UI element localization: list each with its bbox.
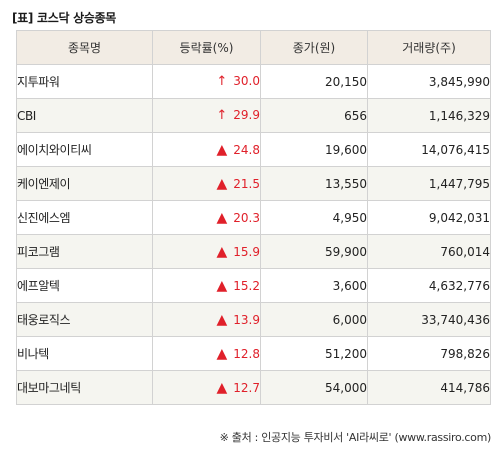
close-price: 6,000 xyxy=(260,302,368,337)
table-header-row: 종목명 등락률(%) 종가(원) 거래량(주) xyxy=(16,30,491,65)
change-value: 29.9 xyxy=(233,108,260,122)
table-row: CBI ↑ 29.9 656 1,146,329 xyxy=(16,98,491,133)
up-triangle-icon: ▲ xyxy=(216,243,228,260)
stock-name: 케이엔제이 xyxy=(16,166,153,201)
change-cell: ↑ 29.9 xyxy=(152,98,261,133)
volume: 9,042,031 xyxy=(367,200,491,235)
table-row: 에프알텍 ▲ 15.2 3,600 4,632,776 xyxy=(16,268,491,303)
stock-name: 비나텍 xyxy=(16,336,153,371)
header-close: 종가(원) xyxy=(260,30,368,65)
close-price: 13,550 xyxy=(260,166,368,201)
up-triangle-icon: ▲ xyxy=(216,141,228,158)
stock-name: 에이치와이티씨 xyxy=(16,132,153,167)
stock-name: 피코그램 xyxy=(16,234,153,269)
up-arrow-icon: ↑ xyxy=(216,74,228,89)
change-value: 15.9 xyxy=(233,244,260,259)
close-price: 19,600 xyxy=(260,132,368,167)
stock-name: CBI xyxy=(16,98,153,133)
up-triangle-icon: ▲ xyxy=(216,175,228,192)
stock-name: 신진에스엠 xyxy=(16,200,153,235)
table-row: 신진에스엠 ▲ 20.3 4,950 9,042,031 xyxy=(16,200,491,235)
table-title: [표] 코스닥 상승종목 xyxy=(12,11,117,25)
change-value: 12.8 xyxy=(233,346,260,361)
up-triangle-icon: ▲ xyxy=(216,379,228,396)
change-cell: ▲ 20.3 xyxy=(152,200,261,235)
close-price: 51,200 xyxy=(260,336,368,371)
table-row: 케이엔제이 ▲ 21.5 13,550 1,447,795 xyxy=(16,166,491,201)
header-change: 등락률(%) xyxy=(152,30,261,65)
header-volume: 거래량(주) xyxy=(367,30,491,65)
change-cell: ▲ 15.9 xyxy=(152,234,261,269)
close-price: 4,950 xyxy=(260,200,368,235)
volume: 14,076,415 xyxy=(367,132,491,167)
change-cell: ▲ 13.9 xyxy=(152,302,261,337)
volume: 4,632,776 xyxy=(367,268,491,303)
change-cell: ▲ 21.5 xyxy=(152,166,261,201)
table-row: 피코그램 ▲ 15.9 59,900 760,014 xyxy=(16,234,491,269)
change-cell: ▲ 12.7 xyxy=(152,370,261,405)
up-triangle-icon: ▲ xyxy=(216,277,228,294)
volume: 33,740,436 xyxy=(367,302,491,337)
close-price: 20,150 xyxy=(260,64,368,99)
volume: 1,447,795 xyxy=(367,166,491,201)
change-value: 15.2 xyxy=(233,278,260,293)
up-triangle-icon: ▲ xyxy=(216,311,228,328)
stock-name: 태웅로직스 xyxy=(16,302,153,337)
close-price: 656 xyxy=(260,98,368,133)
stock-name: 지투파워 xyxy=(16,64,153,99)
change-cell: ↑ 30.0 xyxy=(152,64,261,99)
stock-table: 종목명 등락률(%) 종가(원) 거래량(주) 지투파워 ↑ 30.0 20,15… xyxy=(16,30,491,405)
stock-name: 대보마그네틱 xyxy=(16,370,153,405)
volume: 798,826 xyxy=(367,336,491,371)
change-value: 21.5 xyxy=(233,176,260,191)
volume: 414,786 xyxy=(367,370,491,405)
close-price: 59,900 xyxy=(260,234,368,269)
table-row: 대보마그네틱 ▲ 12.7 54,000 414,786 xyxy=(16,370,491,405)
change-cell: ▲ 12.8 xyxy=(152,336,261,371)
stock-name: 에프알텍 xyxy=(16,268,153,303)
change-cell: ▲ 15.2 xyxy=(152,268,261,303)
up-triangle-icon: ▲ xyxy=(216,345,228,362)
volume: 3,845,990 xyxy=(367,64,491,99)
close-price: 54,000 xyxy=(260,370,368,405)
source-note: ※ 출처 : 인공지능 투자비서 'AI라씨로' (www.rassiro.co… xyxy=(219,431,492,444)
close-price: 3,600 xyxy=(260,268,368,303)
up-triangle-icon: ▲ xyxy=(216,209,228,226)
table-row: 지투파워 ↑ 30.0 20,150 3,845,990 xyxy=(16,64,491,99)
change-value: 20.3 xyxy=(233,210,260,225)
table-row: 에이치와이티씨 ▲ 24.8 19,600 14,076,415 xyxy=(16,132,491,167)
change-value: 13.9 xyxy=(233,312,260,327)
table-row: 태웅로직스 ▲ 13.9 6,000 33,740,436 xyxy=(16,302,491,337)
volume: 1,146,329 xyxy=(367,98,491,133)
volume: 760,014 xyxy=(367,234,491,269)
up-arrow-icon: ↑ xyxy=(216,108,228,123)
change-cell: ▲ 24.8 xyxy=(152,132,261,167)
change-value: 24.8 xyxy=(233,142,260,157)
change-value: 30.0 xyxy=(233,74,260,88)
table-row: 비나텍 ▲ 12.8 51,200 798,826 xyxy=(16,336,491,371)
header-name: 종목명 xyxy=(16,30,153,65)
change-value: 12.7 xyxy=(233,380,260,395)
